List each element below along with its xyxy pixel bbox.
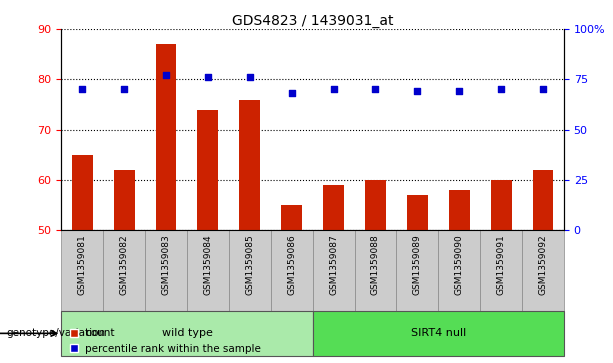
Point	[454, 89, 464, 94]
Text: GSM1359081: GSM1359081	[78, 234, 87, 295]
Bar	[323, 185, 344, 231]
Point	[497, 86, 506, 92]
Text: GSM1359092: GSM1359092	[538, 234, 547, 295]
Bar	[397, 231, 438, 311]
Bar	[61, 231, 103, 311]
Point	[245, 74, 255, 80]
Text: SIRT4 null: SIRT4 null	[411, 329, 466, 338]
Point	[329, 86, 338, 92]
Point	[161, 73, 171, 78]
Bar	[72, 155, 93, 231]
Text: GSM1359085: GSM1359085	[245, 234, 254, 295]
Bar	[490, 180, 512, 231]
Point	[538, 86, 548, 92]
Text: GSM1359083: GSM1359083	[161, 234, 170, 295]
Text: genotype/variation: genotype/variation	[6, 329, 105, 338]
Text: GSM1359091: GSM1359091	[497, 234, 506, 295]
Bar	[271, 231, 313, 311]
Point	[287, 91, 297, 97]
Bar	[187, 231, 229, 311]
Title: GDS4823 / 1439031_at: GDS4823 / 1439031_at	[232, 14, 394, 28]
Point	[413, 89, 422, 94]
Text: GSM1359089: GSM1359089	[413, 234, 422, 295]
Bar	[113, 170, 135, 231]
Bar	[281, 205, 302, 231]
Text: GSM1359084: GSM1359084	[204, 234, 213, 295]
Bar	[229, 231, 271, 311]
Bar	[449, 190, 470, 231]
Bar	[61, 311, 313, 356]
Text: wild type: wild type	[162, 329, 212, 338]
Bar	[313, 311, 564, 356]
Bar	[313, 231, 354, 311]
Point	[119, 86, 129, 92]
Text: GSM1359086: GSM1359086	[287, 234, 296, 295]
Legend: count, percentile rank within the sample: count, percentile rank within the sample	[66, 324, 265, 358]
Bar	[522, 231, 564, 311]
Point	[203, 74, 213, 80]
Text: GSM1359087: GSM1359087	[329, 234, 338, 295]
Bar	[103, 231, 145, 311]
Point	[77, 86, 87, 92]
Bar	[533, 170, 554, 231]
Bar	[480, 231, 522, 311]
Bar	[145, 231, 187, 311]
Bar	[354, 231, 397, 311]
Text: GSM1359090: GSM1359090	[455, 234, 464, 295]
Point	[370, 86, 380, 92]
Text: GSM1359088: GSM1359088	[371, 234, 380, 295]
Bar	[407, 195, 428, 231]
Bar	[365, 180, 386, 231]
Bar	[239, 99, 261, 231]
Bar	[197, 110, 218, 231]
Text: GSM1359082: GSM1359082	[120, 234, 129, 295]
Bar	[156, 44, 177, 231]
Bar	[438, 231, 480, 311]
